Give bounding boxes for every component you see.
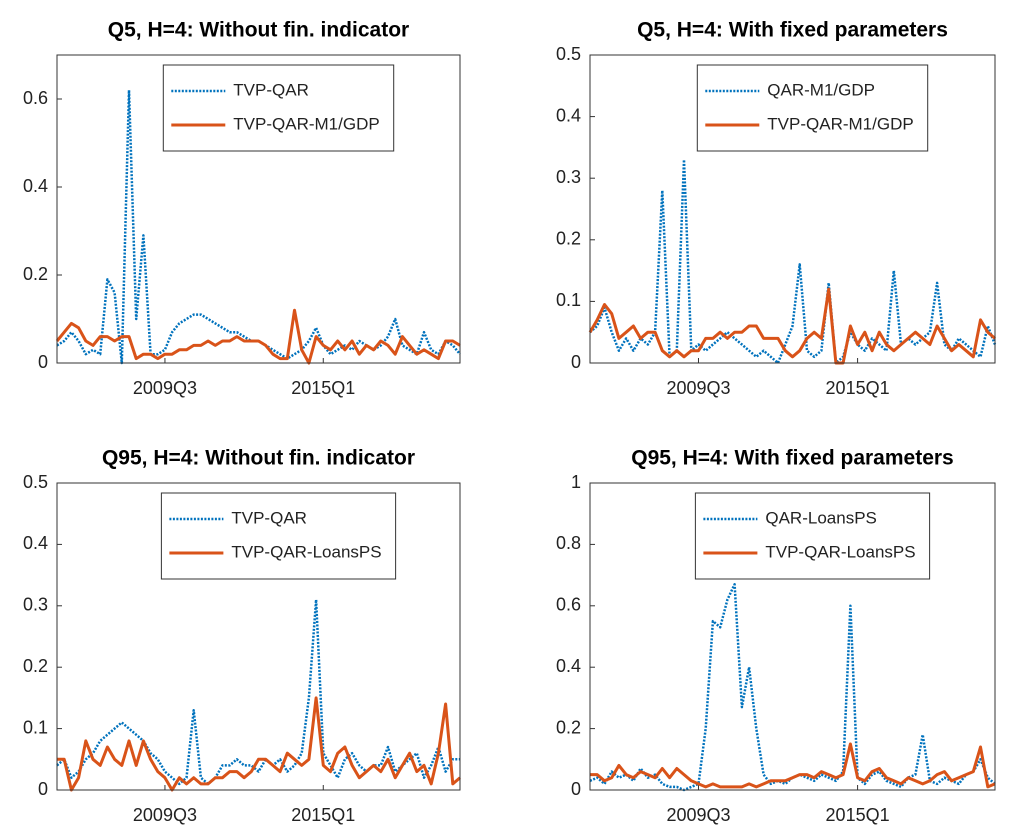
y-tick-label: 0.4 (556, 656, 581, 676)
series-line (55, 308, 461, 365)
legend-box (162, 64, 395, 152)
axes-box (589, 482, 996, 791)
y-tick-label: 0.2 (556, 229, 581, 249)
y-tick-label: 0.4 (23, 533, 48, 553)
x-tick-label: 2009Q3 (666, 805, 730, 825)
legend-label: TVP-QAR-LoansPS (231, 542, 381, 561)
legend: TVP-QAR TVP-QAR-M1/GDP (162, 64, 395, 152)
legend-box (160, 492, 397, 580)
y-tick-label: 0.3 (556, 167, 581, 187)
axes-box (56, 482, 461, 791)
x-tick-label: 2009Q3 (133, 805, 197, 825)
legend-box (696, 64, 929, 152)
y-tick-label: 0 (38, 779, 48, 799)
legend: QAR-M1/GDP TVP-QAR-M1/GDP (696, 64, 929, 152)
y-tick-label: 0.1 (23, 717, 48, 737)
series-line (589, 158, 997, 365)
subplot: Q95, H=4: Without fin. indicator 0 0.1 0.2 0… (23, 447, 461, 825)
y-tick-label: 0.6 (23, 88, 48, 108)
y-tick-label: 0.5 (556, 44, 581, 64)
series-line (588, 287, 996, 365)
axes-box (56, 54, 461, 364)
series-line (590, 742, 996, 789)
y-tick-label: 0.4 (23, 176, 48, 196)
x-tick-label: 2015Q1 (826, 378, 890, 398)
legend-label: QAR-M1/GDP (767, 80, 875, 99)
subplot: Q5, H=4: Without fin. indicator 0 0.2 0.4 0.… (23, 19, 461, 398)
y-tick-label: 0.3 (23, 595, 48, 615)
y-tick-label: 0.2 (556, 717, 581, 737)
y-tick-label: 1 (571, 472, 581, 492)
y-tick-label: 0.4 (556, 105, 581, 125)
x-tick-label: 2009Q3 (666, 378, 730, 398)
y-tick-label: 0 (38, 352, 48, 372)
subplot: Q95, H=4: With fixed parameters 0 0.2 0.4 0.… (556, 447, 996, 825)
series-line (589, 583, 996, 792)
legend: QAR-LoansPS TVP-QAR-LoansPS (694, 492, 931, 580)
x-tick-label: 2015Q1 (291, 805, 355, 825)
legend-label: TVP-QAR (233, 80, 309, 99)
x-tick-label: 2015Q1 (291, 378, 355, 398)
y-tick-label: 0.5 (23, 472, 48, 492)
legend-label: TVP-QAR-M1/GDP (233, 114, 379, 133)
y-tick-label: 0.1 (556, 290, 581, 310)
axes-box (589, 54, 996, 364)
y-tick-label: 0.6 (556, 595, 581, 615)
chart-title: Q95, H=4: Without fin. indicator (102, 447, 415, 470)
legend-label: TVP-QAR (231, 508, 307, 527)
series-line (56, 598, 460, 786)
chart-title: Q5, H=4: Without fin. indicator (108, 19, 409, 42)
x-tick-label: 2015Q1 (826, 805, 890, 825)
legend-label: QAR-LoansPS (765, 508, 877, 527)
chart-title: Q5, H=4: With fixed parameters (637, 19, 948, 42)
legend-box (694, 492, 931, 580)
series-line (57, 696, 461, 792)
y-tick-label: 0.2 (23, 656, 48, 676)
legend-label: TVP-QAR-LoansPS (765, 542, 915, 561)
y-tick-label: 0.2 (23, 264, 48, 284)
series-line (56, 88, 461, 365)
x-tick-label: 2009Q3 (133, 378, 197, 398)
y-tick-label: 0 (571, 779, 581, 799)
legend: TVP-QAR TVP-QAR-LoansPS (160, 492, 397, 580)
legend-label: TVP-QAR-M1/GDP (767, 114, 913, 133)
chart-title: Q95, H=4: With fixed parameters (631, 447, 954, 470)
y-tick-label: 0 (571, 352, 581, 372)
y-tick-label: 0.8 (556, 533, 581, 553)
subplot: Q5, H=4: With fixed parameters 0 0.1 0.2 0.3… (556, 19, 997, 398)
